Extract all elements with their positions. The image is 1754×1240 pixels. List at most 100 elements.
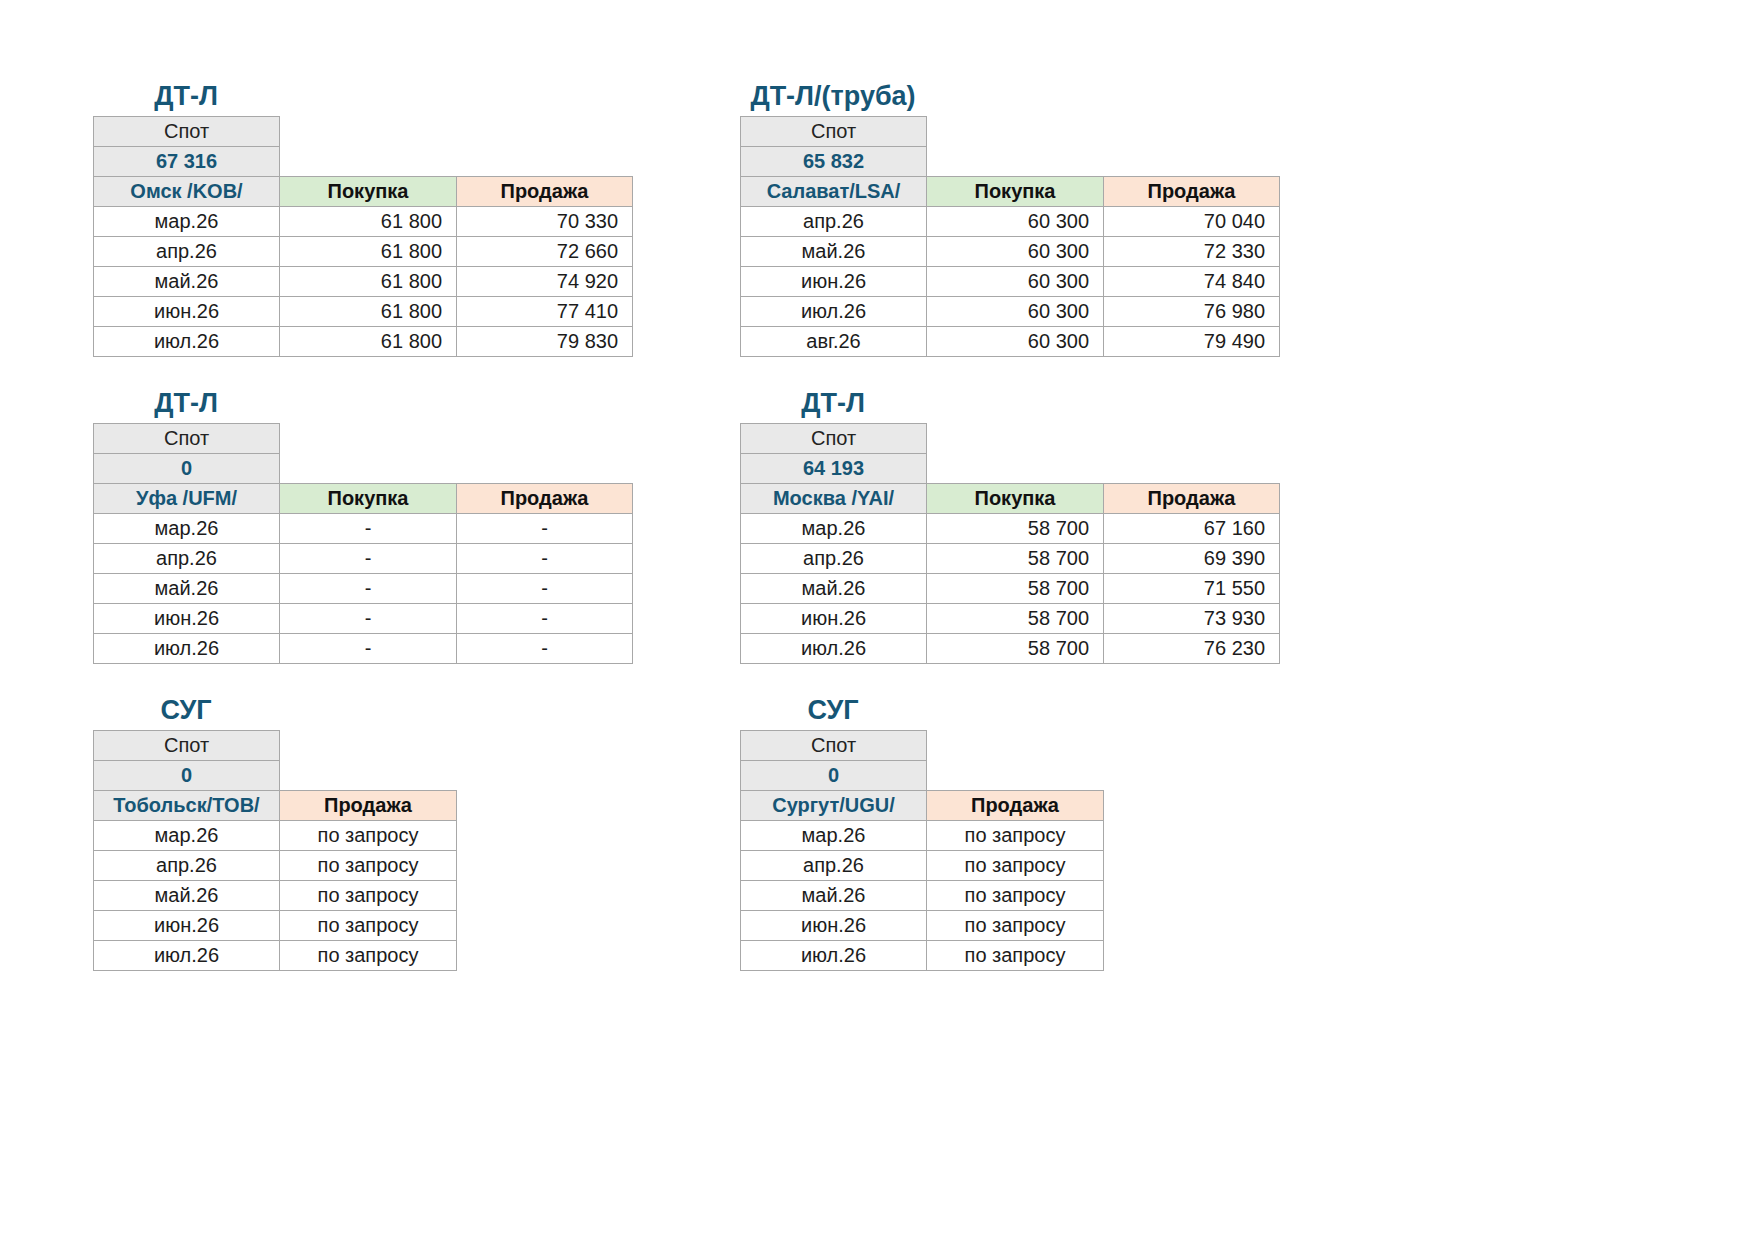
sell-value: 70 330 xyxy=(457,207,633,237)
table-row: апр.26 61 800 72 660 xyxy=(94,237,633,267)
spot-value: 0 xyxy=(94,761,280,791)
sell-value: 67 160 xyxy=(1104,514,1280,544)
month-cell: апр.26 xyxy=(94,851,280,881)
buy-value: 61 800 xyxy=(280,207,457,237)
sell-value: - xyxy=(457,604,633,634)
buy-value: 58 700 xyxy=(927,544,1104,574)
header-row: Салават/LSA/ Покупка Продажа xyxy=(741,177,1280,207)
month-cell: апр.26 xyxy=(741,544,927,574)
month-cell: май.26 xyxy=(94,881,280,911)
buy-value: 60 300 xyxy=(927,237,1104,267)
table-row: май.26 61 800 74 920 xyxy=(94,267,633,297)
buy-value: - xyxy=(280,634,457,664)
spacer xyxy=(927,761,1104,791)
buy-header: Покупка xyxy=(927,177,1104,207)
hub-cell: Омск /KOB/ xyxy=(94,177,280,207)
sell-value: по запросу xyxy=(280,911,457,941)
spot-value-row: 65 832 xyxy=(741,147,1280,177)
sell-value: - xyxy=(457,544,633,574)
buy-value: - xyxy=(280,544,457,574)
sell-value: по запросу xyxy=(280,941,457,971)
month-cell: июн.26 xyxy=(94,297,280,327)
month-cell: апр.26 xyxy=(94,544,280,574)
month-cell: июн.26 xyxy=(741,267,927,297)
buy-value: 60 300 xyxy=(927,207,1104,237)
sell-header: Продажа xyxy=(1104,177,1280,207)
header-row: Тобольск/TOB/ Продажа xyxy=(94,791,457,821)
buy-value: 61 800 xyxy=(280,267,457,297)
spot-value: 0 xyxy=(94,454,280,484)
month-cell: июн.26 xyxy=(94,604,280,634)
sell-value: по запросу xyxy=(280,851,457,881)
sell-value: - xyxy=(457,514,633,544)
spot-value: 64 193 xyxy=(741,454,927,484)
month-cell: июл.26 xyxy=(94,941,280,971)
spot-value: 0 xyxy=(741,761,927,791)
month-cell: май.26 xyxy=(741,881,927,911)
month-cell: июл.26 xyxy=(741,634,927,664)
month-cell: июл.26 xyxy=(741,941,927,971)
sell-value: по запросу xyxy=(927,851,1104,881)
price-table: Спот 0 Сургут/UGU/ Продажа мар.26 по зап… xyxy=(740,730,1104,971)
spacer xyxy=(927,454,1280,484)
table-row: апр.26 по запросу xyxy=(741,851,1104,881)
spot-label-row: Спот xyxy=(741,731,1104,761)
header-row: Омск /KOB/ Покупка Продажа xyxy=(94,177,633,207)
month-cell: мар.26 xyxy=(94,514,280,544)
table-row: апр.26 по запросу xyxy=(94,851,457,881)
table-row: мар.26 по запросу xyxy=(94,821,457,851)
table-row: май.26 60 300 72 330 xyxy=(741,237,1280,267)
hub-cell: Москва /YAI/ xyxy=(741,484,927,514)
month-cell: июн.26 xyxy=(741,604,927,634)
month-cell: апр.26 xyxy=(94,237,280,267)
table-row: июн.26 по запросу xyxy=(94,911,457,941)
month-cell: апр.26 xyxy=(741,207,927,237)
price-table: Спот 64 193 Москва /YAI/ Покупка Продажа… xyxy=(740,423,1280,664)
spot-label: Спот xyxy=(741,424,927,454)
sell-value: по запросу xyxy=(280,881,457,911)
sell-value: 74 920 xyxy=(457,267,633,297)
month-cell: апр.26 xyxy=(741,851,927,881)
spot-value-row: 0 xyxy=(94,454,633,484)
header-row: Москва /YAI/ Покупка Продажа xyxy=(741,484,1280,514)
spot-label-row: Спот xyxy=(741,117,1280,147)
table-row: май.26 - - xyxy=(94,574,633,604)
spot-label-row: Спот xyxy=(94,117,633,147)
buy-value: 58 700 xyxy=(927,604,1104,634)
table-row: мар.26 - - xyxy=(94,514,633,544)
price-table: Спот 65 832 Салават/LSA/ Покупка Продажа… xyxy=(740,116,1280,357)
header-row: Сургут/UGU/ Продажа xyxy=(741,791,1104,821)
month-cell: мар.26 xyxy=(94,207,280,237)
table-row: июн.26 58 700 73 930 xyxy=(741,604,1280,634)
buy-value: - xyxy=(280,604,457,634)
month-cell: май.26 xyxy=(94,267,280,297)
buy-value: 58 700 xyxy=(927,574,1104,604)
hub-cell: Салават/LSA/ xyxy=(741,177,927,207)
spot-label-row: Спот xyxy=(94,424,633,454)
table-title: СУГ xyxy=(93,694,279,726)
price-table-moscow: ДТ-Л Спот 64 193 Москва /YAI/ Покупка Пр… xyxy=(740,387,1280,664)
price-table-surgut: СУГ Спот 0 Сургут/UGU/ Продажа мар.26 по… xyxy=(740,694,1104,971)
month-cell: июн.26 xyxy=(741,911,927,941)
buy-value: 60 300 xyxy=(927,267,1104,297)
sell-header: Продажа xyxy=(457,177,633,207)
table-row: авг.26 60 300 79 490 xyxy=(741,327,1280,357)
table-row: мар.26 58 700 67 160 xyxy=(741,514,1280,544)
sell-value: 79 490 xyxy=(1104,327,1280,357)
price-table-ufa: ДТ-Л Спот 0 Уфа /UFM/ Покупка Продажа ма… xyxy=(93,387,633,664)
price-table: Спот 67 316 Омск /KOB/ Покупка Продажа м… xyxy=(93,116,633,357)
sell-value: - xyxy=(457,634,633,664)
sell-value: - xyxy=(457,574,633,604)
spot-label: Спот xyxy=(741,117,927,147)
spot-label-row: Спот xyxy=(741,424,1280,454)
sell-value: 73 930 xyxy=(1104,604,1280,634)
spacer xyxy=(927,731,1104,761)
table-title: ДТ-Л xyxy=(93,387,279,419)
month-cell: май.26 xyxy=(741,574,927,604)
hub-cell: Сургут/UGU/ xyxy=(741,791,927,821)
month-cell: июн.26 xyxy=(94,911,280,941)
spot-value-row: 64 193 xyxy=(741,454,1280,484)
spacer xyxy=(280,424,633,454)
table-row: май.26 по запросу xyxy=(741,881,1104,911)
buy-value: 61 800 xyxy=(280,297,457,327)
